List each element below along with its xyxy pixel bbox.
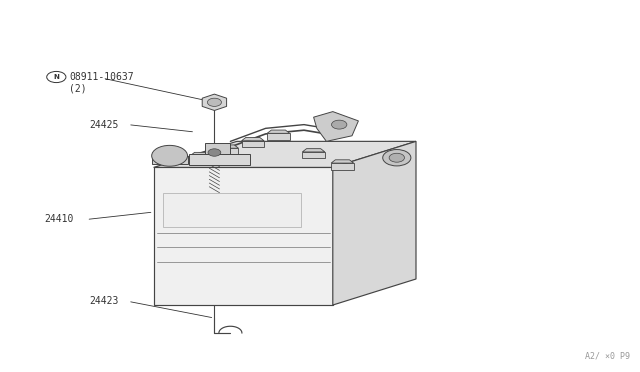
Polygon shape — [154, 141, 416, 167]
Polygon shape — [302, 152, 325, 158]
Polygon shape — [331, 163, 354, 170]
Circle shape — [383, 150, 411, 166]
Polygon shape — [267, 130, 290, 133]
Text: N: N — [53, 74, 60, 80]
Polygon shape — [267, 133, 290, 140]
Text: (2): (2) — [69, 84, 87, 93]
Polygon shape — [205, 143, 230, 154]
Circle shape — [207, 98, 221, 106]
Circle shape — [389, 153, 404, 162]
Polygon shape — [333, 141, 416, 305]
Polygon shape — [189, 154, 250, 165]
Text: A2/ ×0 P9: A2/ ×0 P9 — [586, 352, 630, 361]
Polygon shape — [241, 141, 264, 147]
Polygon shape — [241, 138, 264, 141]
Polygon shape — [331, 160, 354, 163]
Polygon shape — [154, 167, 333, 305]
Polygon shape — [302, 149, 325, 152]
Polygon shape — [163, 193, 301, 227]
Polygon shape — [216, 148, 239, 155]
Text: 24423: 24423 — [90, 296, 119, 306]
Circle shape — [332, 120, 347, 129]
Polygon shape — [216, 145, 239, 148]
Text: 24425: 24425 — [90, 120, 119, 129]
Polygon shape — [152, 156, 188, 164]
Polygon shape — [190, 155, 213, 162]
Text: 24410: 24410 — [45, 215, 74, 224]
Text: 08911-10637: 08911-10637 — [69, 72, 134, 82]
Polygon shape — [314, 112, 358, 141]
Circle shape — [208, 149, 221, 156]
Circle shape — [152, 145, 188, 166]
Polygon shape — [190, 153, 213, 155]
Polygon shape — [202, 94, 227, 110]
